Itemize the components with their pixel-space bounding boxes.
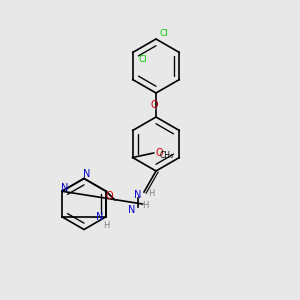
Text: Cl: Cl: [139, 56, 148, 64]
Text: H: H: [103, 221, 110, 230]
Text: O: O: [155, 148, 163, 158]
Text: N: N: [128, 205, 136, 215]
Text: CH₃: CH₃: [160, 151, 174, 160]
Text: N: N: [96, 212, 104, 222]
Text: H: H: [148, 189, 155, 198]
Text: O: O: [105, 191, 113, 201]
Text: N: N: [134, 190, 142, 200]
Text: O: O: [151, 100, 158, 110]
Text: H: H: [142, 201, 149, 210]
Text: N: N: [83, 169, 91, 179]
Text: N: N: [61, 183, 69, 193]
Text: Cl: Cl: [159, 28, 168, 38]
